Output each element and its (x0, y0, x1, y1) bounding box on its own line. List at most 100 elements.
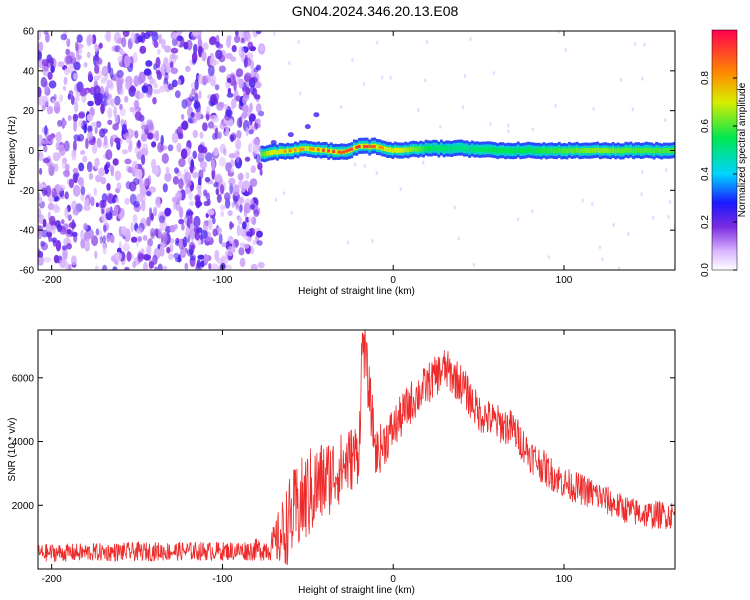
noise-blob (157, 48, 161, 55)
noise-blob (125, 135, 131, 144)
ridge-inner (565, 148, 569, 154)
noise-blob (203, 253, 209, 266)
noise-blob (51, 187, 57, 199)
noise-blob (193, 215, 201, 228)
ridge-inner (483, 147, 487, 153)
noise-blob (192, 172, 200, 179)
ridge-inner (393, 147, 397, 153)
noise-blob (94, 126, 98, 134)
noise-blob (133, 99, 140, 110)
noise-blob (40, 76, 47, 88)
ridge-inner (596, 147, 600, 153)
noise-blob (143, 261, 148, 270)
ridge-inner (440, 145, 443, 151)
noise-blob (166, 246, 171, 254)
y-tick-label: 4000 (12, 437, 35, 448)
noise-blob (132, 214, 138, 224)
noise-blob (86, 113, 94, 122)
noise-blob (86, 51, 91, 59)
noise-blob (224, 192, 231, 202)
noise-blob (175, 31, 183, 35)
noise-blob (131, 160, 139, 173)
ridge-inner (319, 147, 323, 153)
ridge-inner (568, 147, 571, 153)
noise-blob (250, 263, 258, 270)
noise-blob (62, 119, 67, 127)
noise-blob (38, 31, 42, 40)
noise-blob (202, 42, 209, 51)
noise-blob (164, 72, 169, 82)
noise-blob (164, 207, 171, 217)
ridge-inner (532, 148, 536, 153)
noise-blob (273, 31, 276, 36)
noise-blob (197, 152, 203, 159)
noise-blob (50, 237, 58, 243)
noise-blob (91, 144, 98, 155)
noise-blob (254, 81, 262, 89)
ridge-inner (273, 149, 277, 155)
noise-blob (225, 52, 233, 60)
ridge-inner (411, 146, 415, 152)
noise-blob (90, 196, 95, 207)
tail-blob (287, 132, 294, 138)
noise-blob (132, 261, 137, 269)
noise-blob (79, 87, 87, 97)
noise-blob (185, 97, 192, 107)
noise-blob (507, 129, 510, 133)
noise-blob (210, 94, 217, 104)
ridge-inner (445, 146, 448, 151)
noise-blob (124, 81, 131, 90)
noise-blob (211, 74, 217, 87)
noise-blob (71, 200, 77, 211)
ridge-core (294, 148, 297, 152)
ridge-inner (642, 148, 646, 153)
noise-blob (72, 113, 79, 122)
noise-blob (94, 265, 99, 270)
noise-blob (193, 101, 200, 110)
noise-blob (215, 188, 219, 196)
noise-blob (129, 130, 137, 136)
noise-blob (188, 190, 193, 201)
noise-blob (55, 240, 62, 252)
noise-blob (55, 152, 62, 159)
noise-blob (228, 177, 236, 186)
noise-blob (226, 35, 232, 41)
noise-blob (123, 55, 131, 68)
ridge-inner (417, 146, 420, 152)
ridge-inner (580, 148, 584, 154)
noise-blob (246, 109, 252, 117)
noise-blob (250, 245, 255, 255)
noise-blob (124, 266, 130, 270)
noise-blob (163, 83, 168, 90)
noise-blob (581, 198, 584, 203)
ridge-core (363, 145, 367, 148)
noise-blob (174, 192, 181, 198)
noise-blob (67, 115, 72, 121)
ridge-inner (506, 148, 510, 154)
noise-blob (101, 208, 105, 215)
noise-blob (105, 161, 111, 169)
noise-blob (170, 67, 179, 75)
noise-blob (80, 229, 85, 242)
noise-blob (112, 123, 119, 131)
noise-blob (38, 41, 44, 52)
colorbar: 0.0 0.2 0.4 0.6 0.8 Normalized spectral ampli… (700, 29, 748, 277)
noise-blob (194, 231, 200, 241)
noise-blob (106, 183, 111, 191)
ridge-inner (573, 148, 576, 153)
colorbar-tick-label: 0.8 (700, 71, 711, 85)
ridge-inner (335, 149, 338, 155)
ridge-inner (614, 148, 617, 154)
noise-blob (234, 35, 240, 44)
noise-blob (101, 193, 108, 203)
noise-blob (62, 247, 68, 260)
noise-blob (157, 228, 163, 240)
ridge-inner (314, 147, 318, 153)
noise-blob (169, 61, 174, 69)
noise-blob (72, 184, 81, 197)
colorbar-tick-label: 0.2 (700, 215, 711, 229)
noise-blob (179, 249, 187, 259)
noise-blob (133, 200, 140, 208)
noise-blob (68, 90, 74, 97)
noise-blob (207, 65, 215, 77)
